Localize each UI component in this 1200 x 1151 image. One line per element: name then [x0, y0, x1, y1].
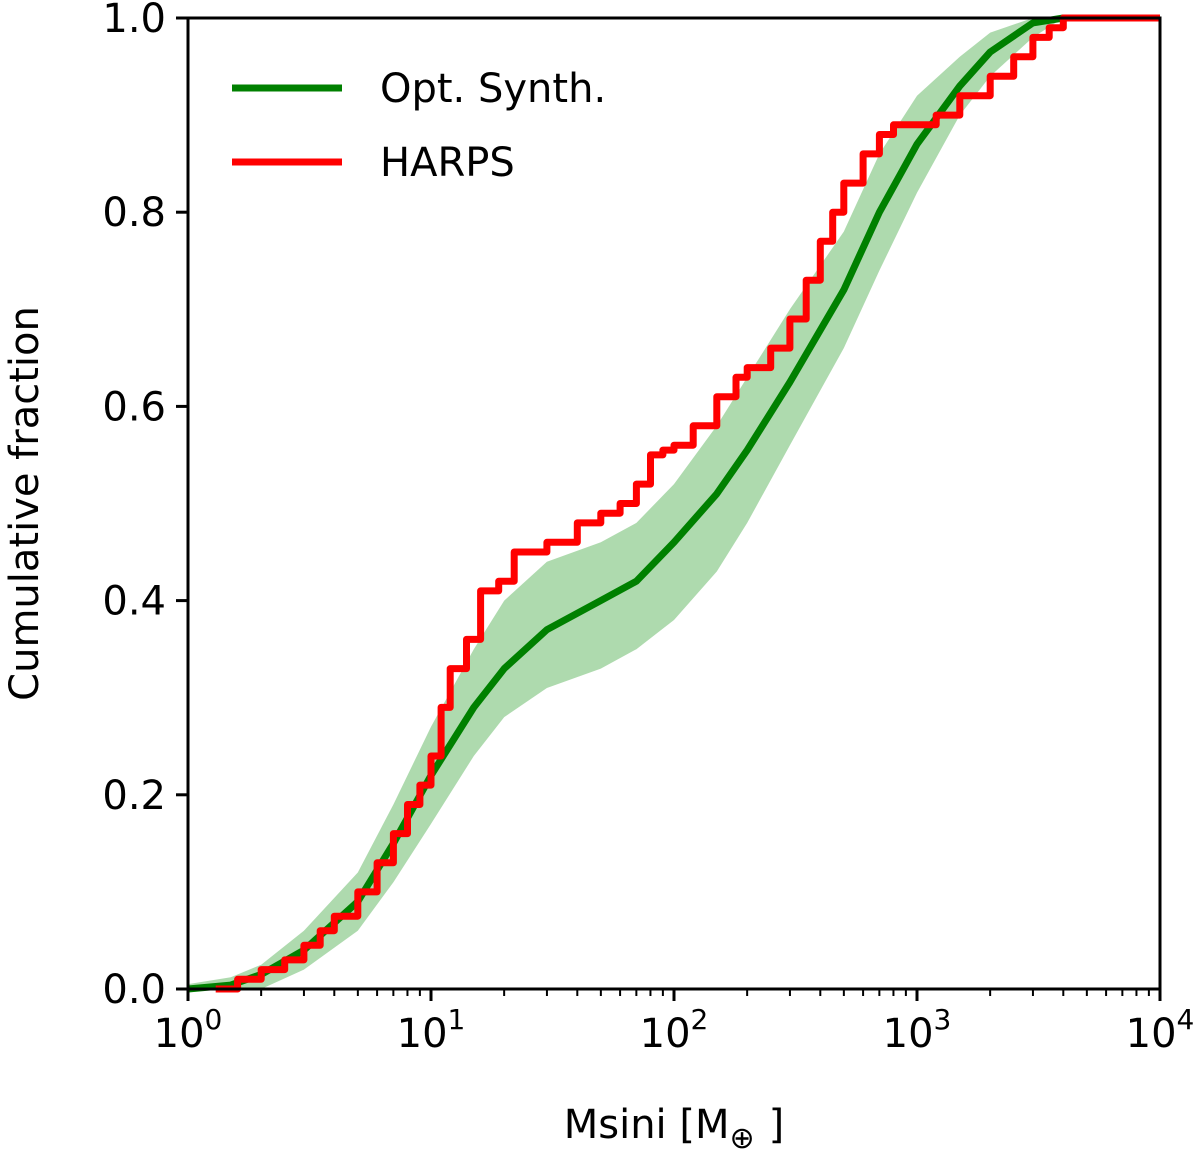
series-harps-line — [215, 14, 1160, 993]
y-tick-label: 0.2 — [102, 773, 166, 819]
x-tick-label: 101 — [397, 1003, 466, 1057]
series-lines — [187, 14, 1160, 993]
y-axis-label: Cumulative fraction — [2, 306, 48, 701]
x-tick-label: 103 — [883, 1003, 952, 1057]
uncertainty-band — [188, 18, 1160, 989]
uncertainty-band-area — [188, 18, 1160, 989]
x-axis-label: Msini [M⊕] — [564, 1102, 785, 1151]
tick-labels: 100 101 102 103 104 0.0 0.2 0.4 0.6 0.8 1.0 — [102, 0, 1194, 1057]
series-opt-synth-line — [187, 14, 1160, 993]
y-tick-label: 0.4 — [102, 579, 166, 625]
y-tick-label: 0.0 — [102, 967, 166, 1013]
legend-label-harps: HARPS — [380, 140, 515, 186]
y-tick-label: 0.8 — [102, 190, 166, 236]
x-tick-label: 104 — [1126, 1003, 1195, 1057]
axis-ticks — [176, 16, 1162, 1001]
y-tick-label: 0.6 — [102, 384, 166, 430]
x-tick-label: 102 — [640, 1003, 709, 1057]
legend-label-opt-synth: Opt. Synth. — [380, 66, 606, 112]
y-tick-label: 1.0 — [102, 0, 166, 42]
x-tick-label: 100 — [154, 1003, 223, 1057]
legend: Opt. Synth. HARPS — [232, 66, 606, 186]
